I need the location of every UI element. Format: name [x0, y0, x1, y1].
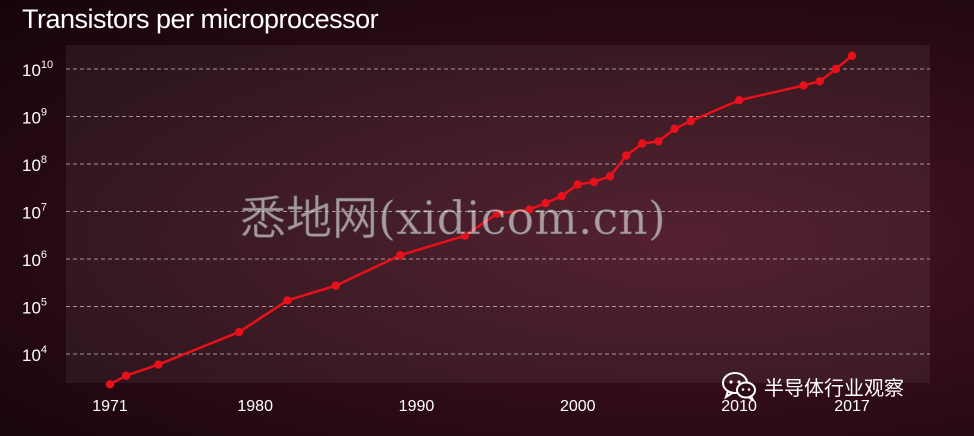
data-point: [670, 124, 679, 134]
data-point: [525, 205, 534, 214]
data-point: [589, 177, 599, 187]
y-tick-label: 108: [22, 154, 47, 175]
y-tick-exponent: 7: [41, 202, 47, 214]
data-point: [799, 81, 808, 90]
y-tick-label: 106: [22, 249, 47, 270]
y-tick-exponent: 5: [41, 297, 47, 309]
data-point: [154, 360, 163, 369]
series-layer: [105, 51, 857, 389]
data-point: [605, 172, 615, 181]
x-tick-label: 1971: [92, 398, 128, 415]
y-tick-label: 109: [22, 107, 47, 128]
data-point: [460, 231, 470, 240]
chart-title: Transistors per microprocessor: [22, 4, 379, 34]
y-tick-exponent: 6: [41, 249, 47, 261]
y-tick-exponent: 10: [41, 59, 53, 71]
y-tick-base: 10: [22, 299, 41, 318]
data-point: [557, 191, 566, 201]
data-point: [105, 380, 115, 389]
data-point: [831, 64, 841, 74]
y-tick-exponent: 8: [41, 154, 47, 166]
data-point: [621, 151, 631, 160]
y-tick-base: 10: [22, 346, 41, 365]
data-point: [815, 77, 824, 86]
y-tick-exponent: 4: [41, 344, 47, 356]
y-tick-label: 107: [22, 202, 47, 223]
x-tick-label: 2000: [560, 398, 596, 415]
x-tick-label: 2010: [721, 398, 757, 415]
y-tick-base: 10: [22, 251, 41, 270]
x-axis-ticks: 1971 1980 1990 2000 2010 2017: [92, 398, 870, 415]
data-point: [654, 137, 663, 146]
x-tick-label: 1990: [399, 398, 435, 415]
watermark: 悉地网(xidicom.cn): [240, 191, 667, 246]
y-tick-base: 10: [22, 109, 41, 128]
data-point: [847, 51, 857, 60]
y-tick-label: 104: [22, 344, 47, 365]
y-tick-base: 10: [22, 204, 41, 223]
x-tick-label: 1980: [237, 398, 273, 415]
y-tick-base: 10: [22, 61, 41, 80]
data-point: [121, 371, 131, 380]
data-point: [492, 209, 502, 218]
y-tick-label: 1010: [22, 59, 53, 80]
wechat-icon: [722, 372, 756, 401]
data-point: [541, 198, 550, 208]
data-point: [638, 139, 647, 148]
y-tick-label: 105: [22, 297, 47, 318]
data-point: [283, 296, 292, 305]
y-tick-base: 10: [22, 156, 41, 175]
data-point: [686, 116, 695, 126]
data-point: [396, 251, 405, 260]
grid-lines: [66, 68, 930, 355]
source-label: 半导体行业观察: [764, 375, 904, 400]
data-point: [734, 96, 744, 105]
y-tick-exponent: 9: [41, 107, 47, 119]
source-badge: 半导体行业观察: [722, 371, 904, 401]
x-tick-label: 2017: [834, 398, 870, 415]
data-point: [331, 281, 341, 290]
data-point: [573, 180, 582, 189]
data-point: [234, 327, 244, 337]
